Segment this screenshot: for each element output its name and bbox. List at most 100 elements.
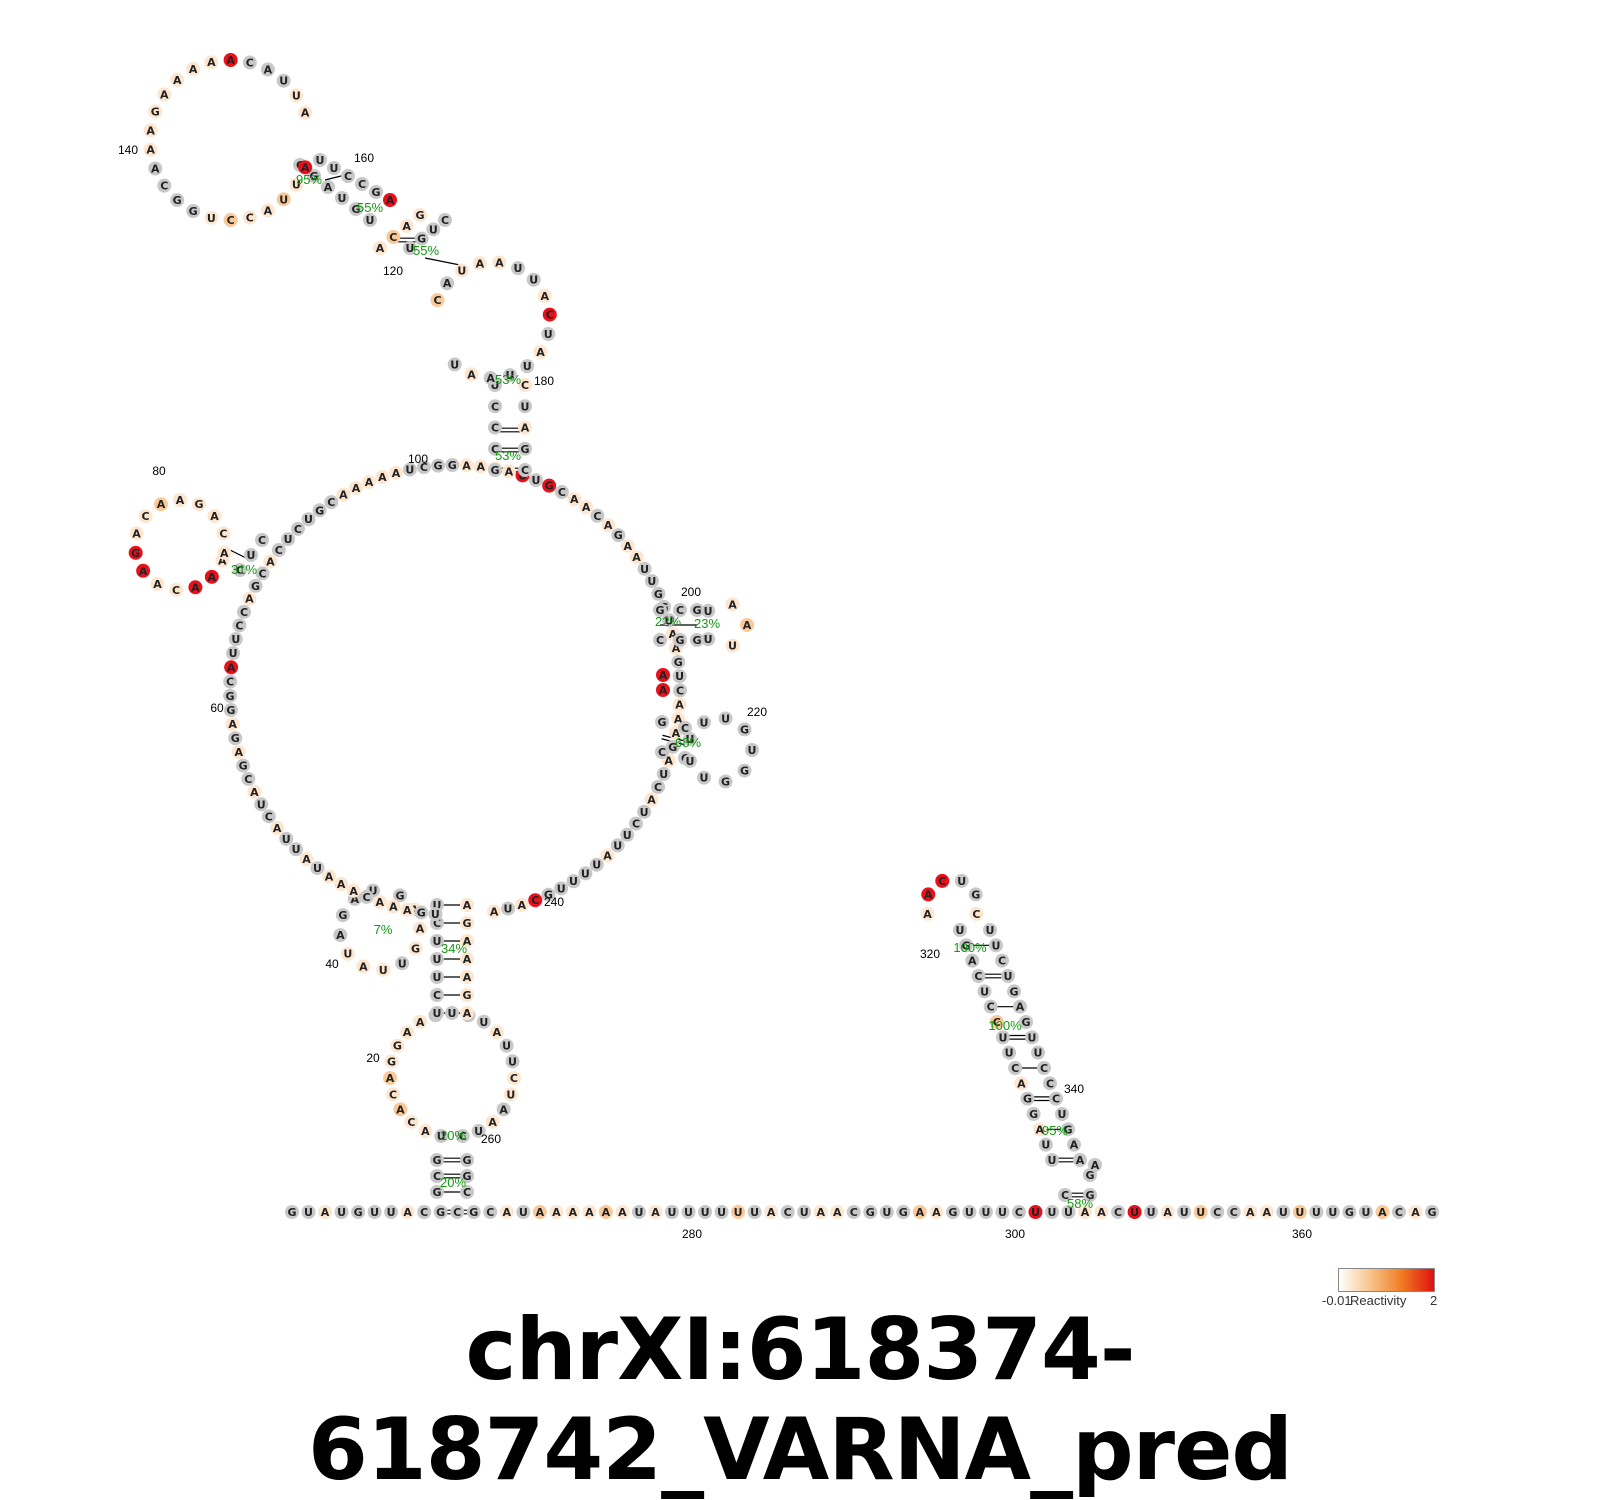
svg-text:C: C (362, 891, 370, 904)
svg-text:A: A (207, 56, 216, 69)
nucleotide-366: A (1013, 999, 1027, 1014)
nucleotide-246: A (440, 276, 455, 291)
nucleotide-367: G (1007, 984, 1021, 999)
svg-text:U: U (581, 867, 590, 880)
nucleotide-163: A (579, 500, 594, 515)
svg-text:C: C (265, 810, 273, 823)
nucleotide-339: A (1088, 1158, 1102, 1172)
svg-text:C: C (1052, 1093, 1060, 1106)
svg-text:A: A (153, 578, 162, 591)
nucleotide-2: U (301, 1205, 316, 1219)
nucleotide-177: A (388, 465, 403, 480)
svg-text:U: U (207, 212, 216, 225)
svg-text:U: U (1328, 1206, 1337, 1219)
svg-text:A: A (672, 642, 681, 655)
svg-text:U: U (304, 513, 313, 526)
svg-text:C: C (453, 1206, 461, 1219)
nucleotide-60: A (1259, 1205, 1274, 1219)
svg-text:A: A (743, 619, 752, 632)
nucleotide-53: U (1144, 1205, 1159, 1219)
svg-text:U: U (1312, 1206, 1321, 1219)
svg-text:C: C (227, 214, 235, 227)
nucleotide-220: G (414, 905, 429, 920)
svg-text:G: G (189, 205, 198, 218)
svg-text:U: U (965, 1206, 974, 1219)
nucleotide-303: C (138, 509, 153, 524)
nucleotide-167: U (529, 473, 544, 488)
pair-probability: 100% (953, 940, 987, 955)
svg-text:G: G (462, 917, 471, 930)
svg-text:A: A (403, 1026, 412, 1039)
svg-text:G: G (544, 889, 553, 902)
nucleotide-187: C (271, 543, 286, 558)
svg-text:U: U (433, 899, 442, 912)
svg-text:A: A (518, 899, 527, 912)
index-label: 180 (534, 374, 554, 388)
nucleotide-296: A (204, 569, 219, 584)
nucleotide-371: U (983, 923, 997, 937)
svg-text:C: C (389, 231, 397, 244)
svg-text:A: A (916, 1206, 925, 1219)
index-label: 340 (1064, 1082, 1084, 1096)
nucleotide-376: G (968, 887, 983, 902)
nucleotide-100: U (430, 1006, 444, 1020)
svg-text:A: A (463, 899, 472, 912)
svg-text:G: G (1009, 985, 1018, 998)
nucleotide-79: C (404, 1114, 419, 1129)
svg-text:U: U (728, 640, 737, 653)
svg-text:C: C (510, 1072, 518, 1085)
svg-text:C: C (938, 875, 946, 888)
pair-probability: 55% (357, 200, 383, 215)
nucleotide-165: C (554, 485, 569, 500)
nucleotide-365: G (1019, 1015, 1033, 1029)
svg-text:G: G (740, 723, 749, 736)
svg-text:C: C (531, 894, 539, 907)
svg-text:A: A (157, 498, 166, 511)
svg-text:A: A (503, 1206, 512, 1219)
nucleotide-9: C (417, 1205, 432, 1219)
svg-text:C: C (433, 917, 441, 930)
nucleotide-250: A (399, 219, 414, 233)
nucleotide-213: A (322, 869, 337, 884)
nucleotide-86: A (413, 1014, 428, 1029)
index-label: 80 (152, 464, 166, 478)
nucleotide-210: U (289, 842, 304, 857)
nucleotide-346: C (1008, 1061, 1023, 1075)
nucleotide-130: G (541, 887, 556, 902)
nucleotide-347: U (1002, 1045, 1017, 1060)
svg-text:C: C (521, 379, 529, 392)
svg-text:U: U (1130, 1206, 1139, 1219)
svg-text:A: A (462, 459, 471, 472)
svg-text:C: C (491, 400, 499, 413)
index-label: 40 (325, 957, 339, 971)
svg-text:U: U (508, 1055, 517, 1068)
nucleotide-351: U (977, 984, 992, 999)
svg-text:G: G (692, 604, 701, 617)
svg-text:C: C (491, 422, 499, 435)
nucleotide-315: G (690, 633, 704, 647)
nucleotide-127: U (501, 901, 516, 916)
svg-text:A: A (146, 124, 155, 137)
nucleotide-33: A (813, 1205, 828, 1219)
index-label: 260 (481, 1132, 501, 1146)
nucleotide-156: U (644, 574, 659, 589)
nucleotide-161: A (601, 518, 616, 533)
nucleotide-300: A (136, 563, 151, 578)
svg-text:U: U (450, 358, 459, 371)
nucleotide-32: U (797, 1205, 812, 1219)
svg-text:A: A (604, 519, 613, 532)
index-label: 20 (366, 1051, 380, 1065)
nucleotide-352: C (971, 969, 986, 983)
nucleotide-242: U (511, 261, 526, 276)
svg-text:A: A (476, 257, 485, 270)
svg-text:U: U (613, 839, 622, 852)
nucleotide-148: C (672, 683, 687, 698)
nucleotide-95: U (503, 1087, 518, 1102)
svg-text:U: U (523, 360, 532, 373)
nucleotide-134: U (589, 857, 604, 872)
nucleotide-281: G (148, 104, 163, 119)
nucleotide-21: A (615, 1205, 630, 1219)
svg-text:A: A (264, 64, 273, 77)
svg-text:U: U (557, 882, 566, 895)
svg-text:G: G (721, 776, 730, 789)
